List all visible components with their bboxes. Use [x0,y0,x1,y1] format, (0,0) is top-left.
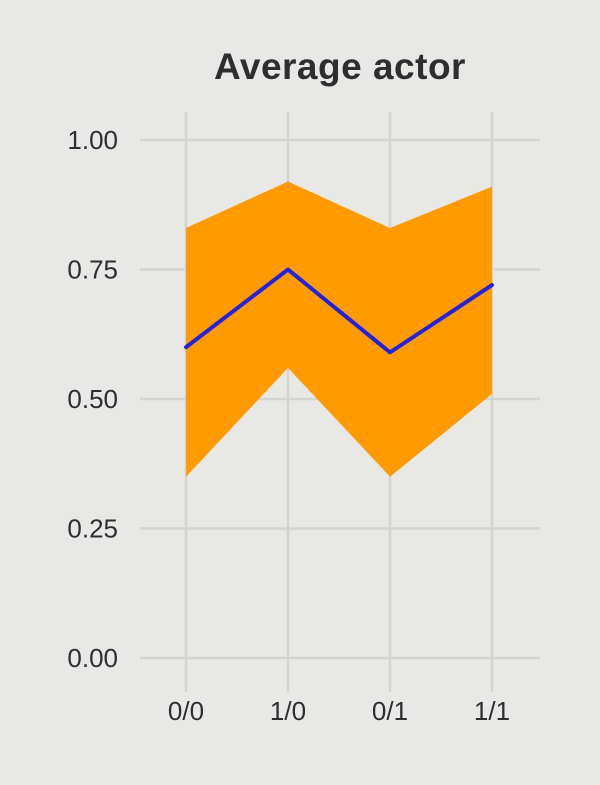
y-tick-label: 0.75 [67,255,118,285]
mean-line [184,267,494,355]
confidence-ribbon [186,181,492,477]
y-tick-label: 0.25 [67,514,118,544]
y-tick-label: 0.50 [67,384,118,414]
chart-title: Average actor [214,46,466,87]
x-tick-label: 1/0 [270,696,306,726]
x-tick-label: 1/1 [474,696,510,726]
x-tick-label: 0/1 [372,696,408,726]
x-tick-label: 0/0 [168,696,204,726]
y-tick-label: 1.00 [67,125,118,155]
y-tick-label: 0.00 [67,643,118,673]
